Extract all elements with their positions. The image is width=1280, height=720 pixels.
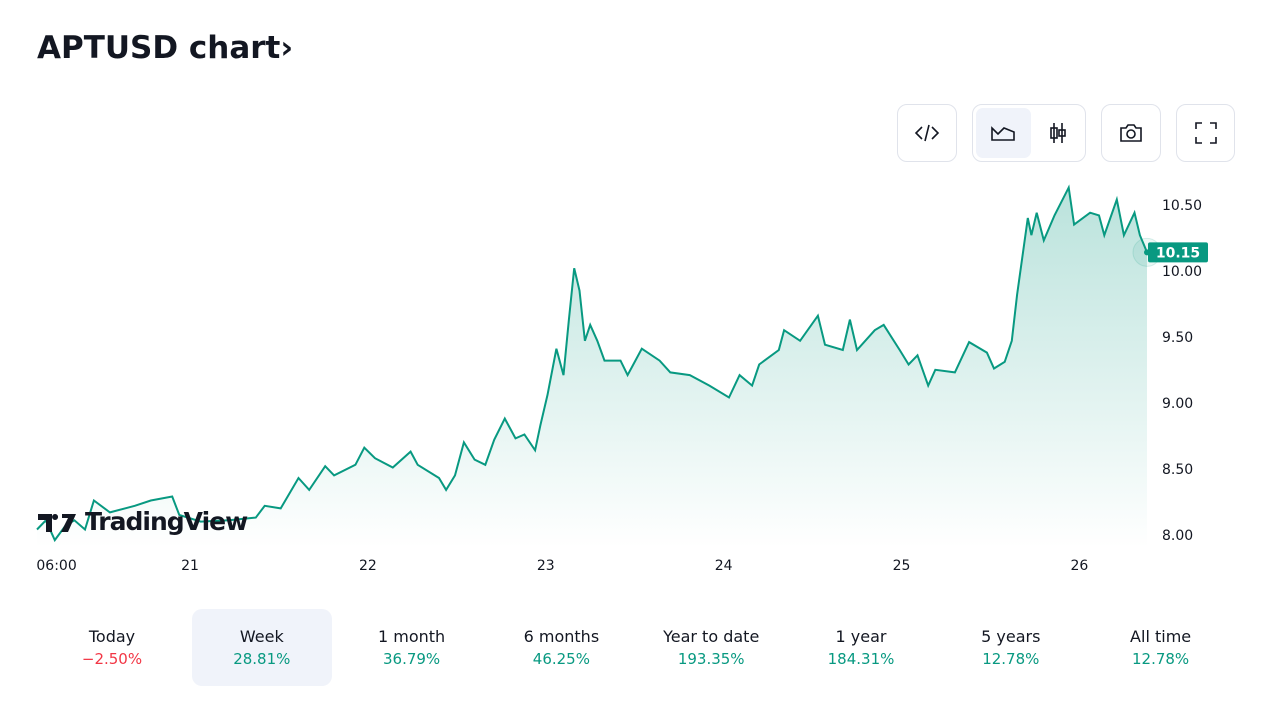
- title[interactable]: APTUSD chart›: [37, 30, 294, 66]
- period-label: 5 years: [981, 627, 1041, 646]
- period-label: 1 year: [835, 627, 887, 646]
- x-tick-label: 24: [715, 558, 733, 574]
- y-tick-label: 8.00: [1162, 528, 1193, 544]
- x-tick-label: 06:00: [36, 558, 76, 574]
- period-tab[interactable]: Year to date 193.35%: [641, 609, 781, 686]
- period-change: 46.25%: [532, 650, 590, 668]
- embed-button[interactable]: [897, 104, 957, 162]
- price-label: 10.15: [1156, 245, 1200, 261]
- period-tab[interactable]: 6 months 46.25%: [491, 609, 631, 686]
- period-label: Week: [239, 627, 284, 646]
- snapshot-button[interactable]: [1101, 104, 1161, 162]
- area-fill: [37, 187, 1147, 548]
- watermark-text: TradingView: [85, 507, 248, 536]
- period-tab[interactable]: All time 12.78%: [1091, 609, 1231, 686]
- period-change: 184.31%: [827, 650, 895, 668]
- candle-button[interactable]: [1031, 108, 1086, 158]
- period-tab[interactable]: Week 28.81%: [191, 609, 332, 686]
- x-tick-label: 23: [537, 558, 555, 574]
- period-tab[interactable]: 1 month 36.79%: [342, 609, 482, 686]
- area-button[interactable]: [976, 108, 1031, 158]
- x-tick-label: 22: [359, 558, 377, 574]
- period-change: 36.79%: [382, 650, 441, 668]
- period-label: Today: [88, 627, 136, 646]
- watermark-logo: [38, 514, 76, 532]
- x-tick-label: 25: [893, 558, 911, 574]
- watermark: TradingView: [38, 507, 249, 536]
- price-label-bg: [1148, 242, 1208, 263]
- period-label: Year to date: [663, 627, 760, 646]
- period-change: 193.35%: [677, 650, 745, 668]
- chart: 8.00 8.50 9.00 9.50 10.00 10.50 06:00 21 22 23 24 2…: [36, 184, 1208, 574]
- period-label: 6 months: [523, 627, 600, 646]
- y-tick-label: 10.00: [1162, 264, 1202, 280]
- period-change: −2.50%: [81, 650, 143, 668]
- period-change: 12.78%: [1131, 650, 1190, 668]
- y-tick-label: 10.50: [1162, 198, 1202, 214]
- period-label: All time: [1130, 627, 1192, 646]
- period-change: 12.78%: [982, 650, 1040, 668]
- period-label: 1 month: [377, 627, 446, 646]
- chart-type-group: [972, 104, 1086, 162]
- x-tick-label: 21: [181, 558, 199, 574]
- period-tab[interactable]: Today −2.50%: [42, 609, 182, 686]
- period-tab[interactable]: 5 years 12.78%: [941, 609, 1081, 686]
- period-tab[interactable]: 1 year 184.31%: [791, 609, 931, 686]
- y-tick-label: 8.50: [1162, 462, 1193, 478]
- fullscreen-button[interactable]: [1176, 104, 1235, 162]
- price-line: [36, 184, 1148, 543]
- y-tick-label: 9.00: [1162, 396, 1193, 412]
- y-tick-label: 9.50: [1162, 330, 1193, 346]
- period-change: 28.81%: [233, 650, 291, 668]
- x-tick-label: 26: [1070, 558, 1088, 574]
